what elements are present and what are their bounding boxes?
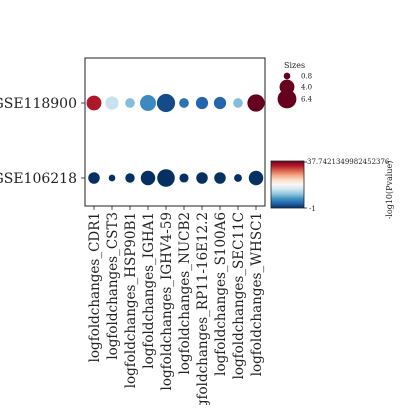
dot-GSE106218-logfoldchanges_S100A6 bbox=[214, 172, 226, 184]
dot-GSE118900-logfoldchanges_CST3 bbox=[105, 96, 119, 110]
dot-GSE118900-logfoldchanges_IGHV4-59 bbox=[156, 93, 176, 113]
plot-frame bbox=[84, 57, 266, 207]
dot-GSE118900-logfoldchanges_RP11-16E12.2 bbox=[195, 96, 209, 110]
dot-GSE106218-logfoldchanges_RP11-16E12.2 bbox=[196, 172, 208, 184]
dot-GSE118900-logfoldchanges_CDR1 bbox=[86, 95, 102, 111]
row-label: GSE106218 bbox=[0, 171, 77, 187]
column-label: logfoldchanges_S100A6 bbox=[213, 212, 229, 376]
dot-GSE118900-logfoldchanges_HSP90B1 bbox=[125, 98, 135, 108]
column-label: logfoldchanges_CDR1 bbox=[87, 212, 103, 362]
dot-GSE118900-logfoldchanges_NUCB2 bbox=[179, 98, 189, 108]
dot-GSE106218-logfoldchanges_IGHA1 bbox=[140, 170, 156, 186]
column-label: logfoldchanges_RP11-16E12.2 bbox=[195, 212, 211, 405]
size-legend-label: 0.8 bbox=[301, 73, 312, 81]
colorbar-min-label: -1 bbox=[309, 205, 316, 213]
dot-GSE118900-logfoldchanges_WHSC1 bbox=[247, 94, 265, 112]
column-label: logfoldchanges_SEC11C bbox=[231, 212, 247, 379]
colorbar-max-label: 37.7421349982452376 bbox=[307, 158, 390, 166]
column-label: logfoldchanges_IGHA1 bbox=[141, 212, 157, 369]
column-label: logfoldchanges_NUCB2 bbox=[177, 212, 193, 375]
dot-GSE118900-logfoldchanges_IGHA1 bbox=[140, 95, 156, 111]
size-legend: Sizes 0.8 4.0 6.4 bbox=[277, 61, 313, 109]
colorbar: 37.7421349982452376 -1 -log10(Pvalue) bbox=[270, 158, 394, 220]
column-label: logfoldchanges_CST3 bbox=[105, 212, 121, 360]
dot-GSE106218-logfoldchanges_WHSC1 bbox=[248, 170, 264, 186]
colorbar-gradient bbox=[270, 160, 305, 209]
dot-GSE106218-logfoldchanges_IGHV4-59 bbox=[157, 169, 175, 187]
dot-GSE106218-logfoldchanges_CST3 bbox=[108, 174, 116, 182]
size-legend-label: 6.4 bbox=[301, 96, 313, 104]
size-legend-label: 4.0 bbox=[301, 84, 312, 92]
column-label: logfoldchanges_WHSC1 bbox=[249, 212, 265, 376]
size-legend-marker bbox=[283, 72, 291, 80]
dot-GSE118900-logfoldchanges_S100A6 bbox=[213, 96, 227, 110]
dot-GSE106218-logfoldchanges_NUCB2 bbox=[179, 173, 189, 183]
dot-GSE106218-logfoldchanges_HSP90B1 bbox=[125, 173, 135, 183]
colorbar-title: -log10(Pvalue) bbox=[385, 161, 394, 220]
row-label: GSE118900 bbox=[0, 96, 77, 112]
column-label: logfoldchanges_HSP90B1 bbox=[123, 212, 139, 388]
dot-GSE106218-logfoldchanges_CDR1 bbox=[88, 172, 100, 184]
size-legend-marker bbox=[277, 89, 297, 109]
column-label: logfoldchanges_IGHV4-59 bbox=[159, 212, 175, 390]
dot-GSE118900-logfoldchanges_SEC11C bbox=[233, 98, 243, 108]
dot-GSE106218-logfoldchanges_SEC11C bbox=[234, 174, 242, 182]
size-legend-title: Sizes bbox=[284, 61, 305, 70]
